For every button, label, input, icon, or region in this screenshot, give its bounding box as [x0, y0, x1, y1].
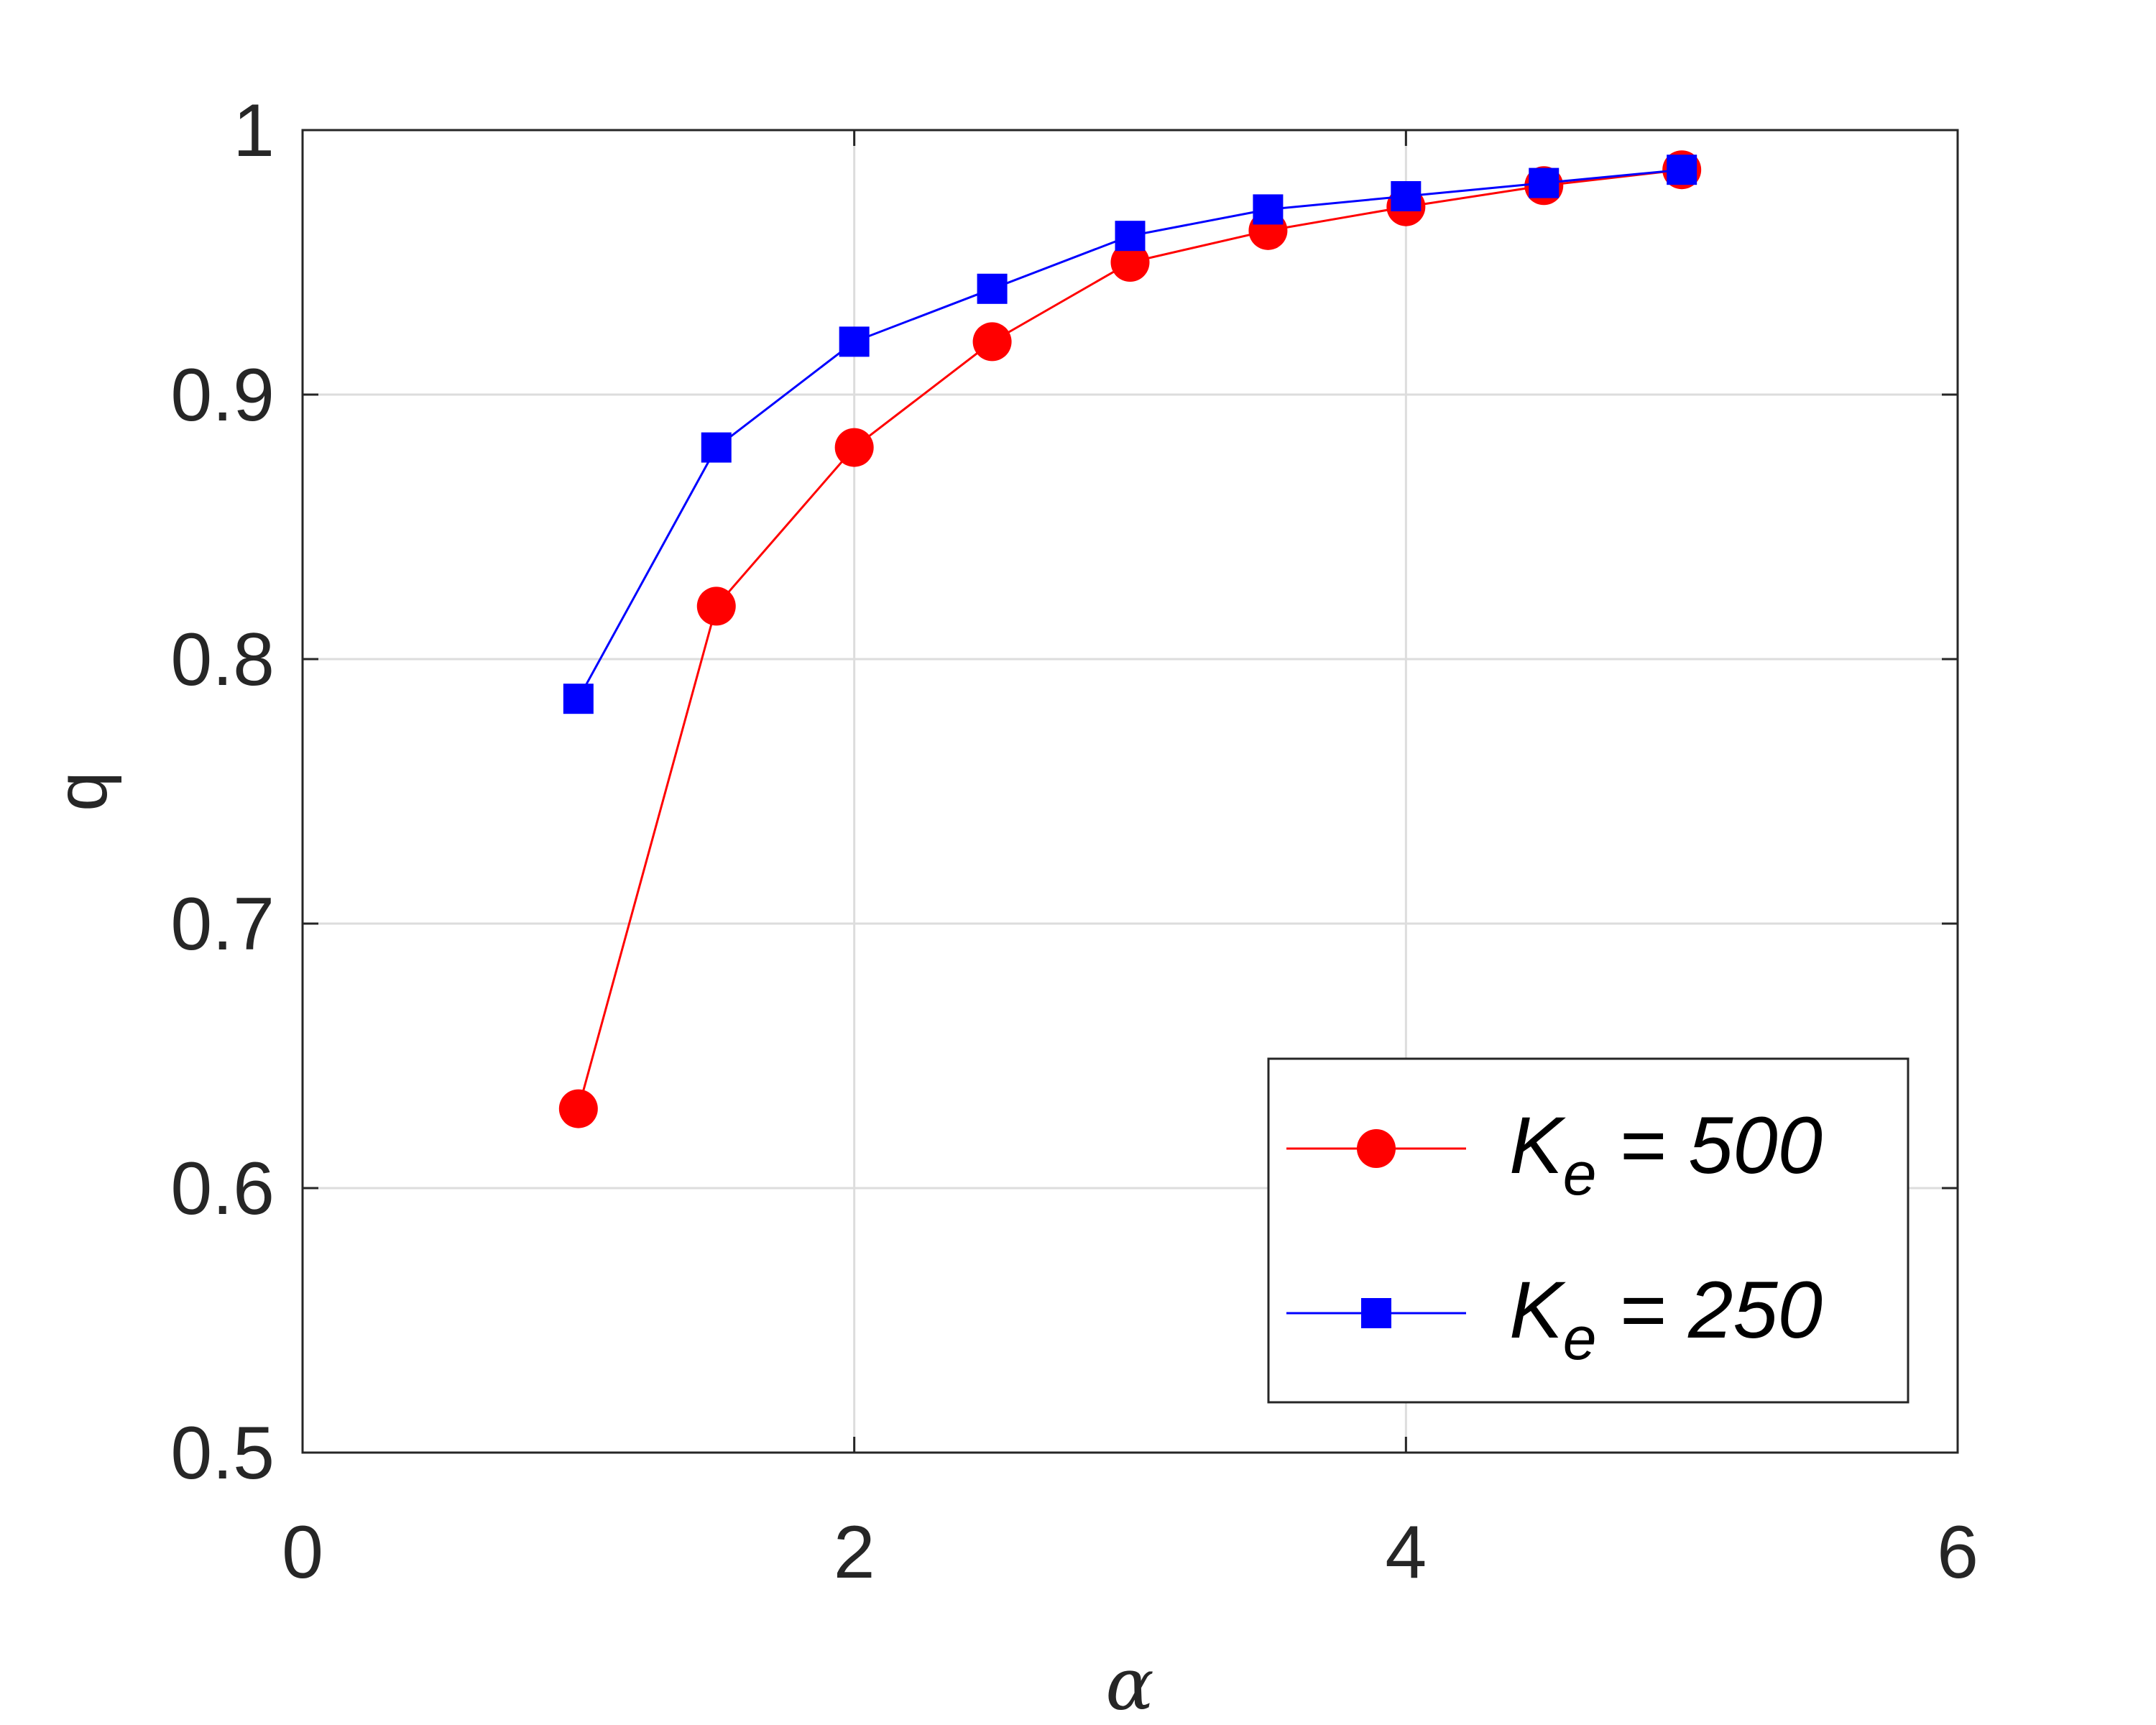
y-tick-label: 0.7: [170, 883, 275, 966]
data-point: [563, 684, 594, 714]
x-tick-label: 2: [834, 1511, 875, 1594]
legend-label-ke-250: Ke = 250: [1509, 1265, 1823, 1372]
x-tick-labels: 0 2 4 6: [282, 1511, 1978, 1594]
data-point: [558, 1089, 598, 1128]
x-tick-label: 6: [1937, 1511, 1978, 1594]
data-point: [977, 273, 1008, 304]
y-axis-label: q: [42, 771, 122, 811]
series-ke-250: [563, 155, 1697, 714]
data-point: [834, 428, 874, 467]
data-point: [972, 322, 1012, 362]
series-group: [558, 150, 1702, 1128]
data-point: [1667, 155, 1697, 185]
data-point: [839, 326, 870, 357]
data-point: [1391, 181, 1422, 211]
plot-frame: [301, 129, 1959, 1454]
legend-label-ke-500: Ke = 500: [1509, 1100, 1823, 1208]
y-tick-label: 0.5: [170, 1412, 275, 1495]
y-tick-labels: 0.5 0.6 0.7 0.8 0.9 1: [170, 89, 275, 1495]
y-tick-label: 0.6: [170, 1147, 275, 1230]
data-point: [1115, 221, 1146, 252]
data-point: [701, 432, 732, 463]
x-tick-label: 4: [1385, 1511, 1427, 1594]
legend-box: [1267, 1057, 1909, 1404]
data-point: [1529, 167, 1560, 198]
x-axis-label: α: [1105, 1642, 1154, 1725]
legend-entry-ke-500: Ke = 500: [1286, 1100, 1823, 1208]
data-point: [1253, 194, 1284, 225]
data-point: [696, 586, 736, 626]
data-point: [1110, 243, 1150, 282]
x-tick-label: 0: [282, 1511, 323, 1594]
y-tick-label: 0.9: [170, 354, 275, 437]
legend-entry-ke-250: Ke = 250: [1286, 1265, 1823, 1372]
y-tick-label: 0.8: [170, 618, 275, 702]
y-tick-label: 1: [233, 89, 275, 172]
legend: Ke = 500 Ke = 250: [1267, 1057, 1909, 1404]
legend-marker-circle: [1357, 1129, 1396, 1168]
legend-marker-square: [1361, 1298, 1391, 1328]
